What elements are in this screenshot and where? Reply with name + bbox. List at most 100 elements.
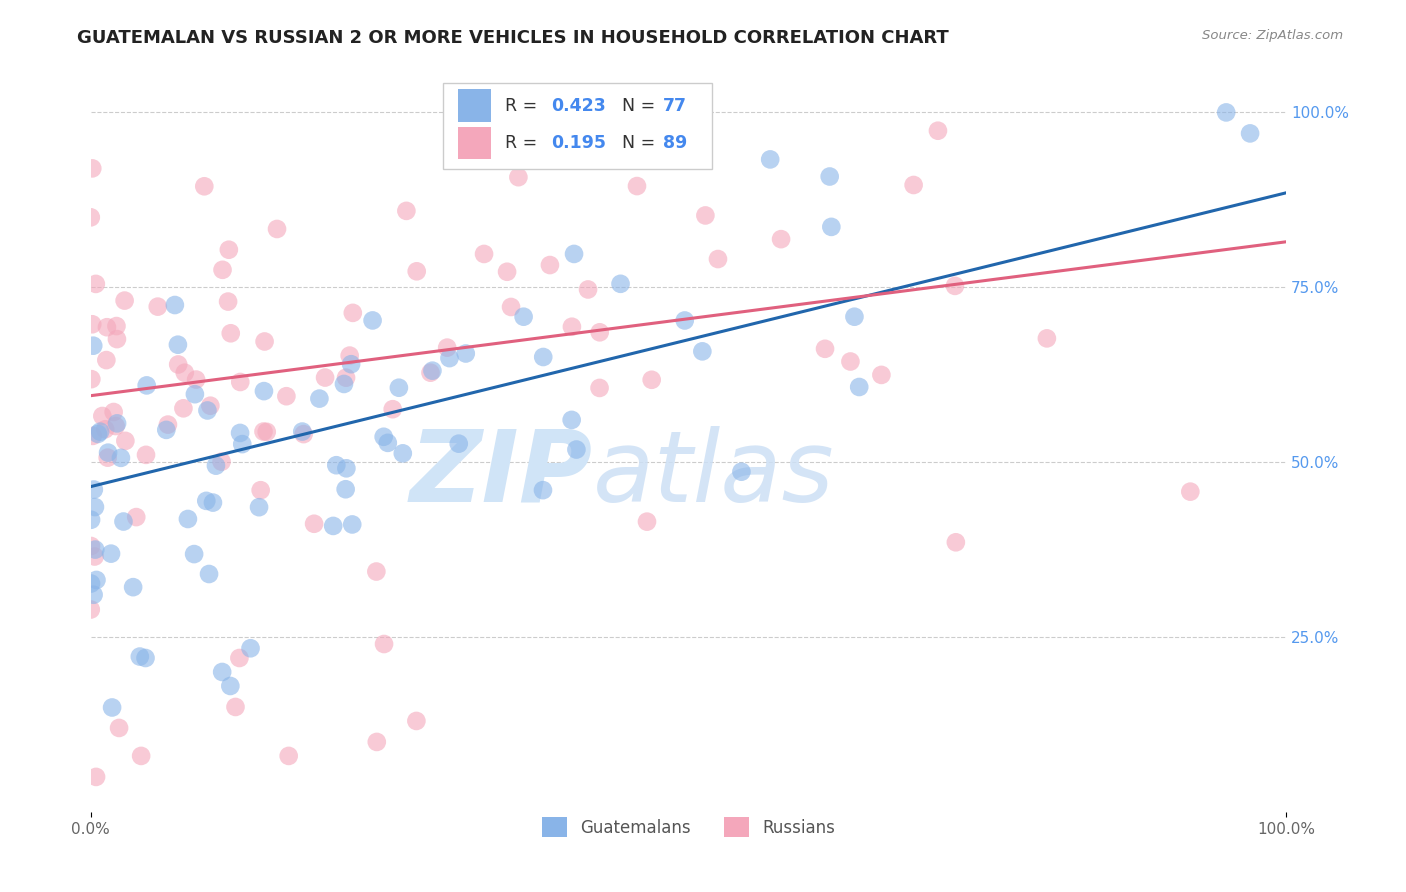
Point bbox=[163, 298, 186, 312]
Point bbox=[565, 442, 588, 457]
Point bbox=[217, 294, 239, 309]
Point bbox=[903, 178, 925, 192]
Point bbox=[1239, 127, 1261, 141]
Point bbox=[228, 651, 250, 665]
Point bbox=[82, 429, 104, 443]
Point bbox=[314, 370, 336, 384]
Point bbox=[195, 494, 218, 508]
Point bbox=[135, 378, 157, 392]
Point bbox=[104, 419, 127, 434]
Point bbox=[247, 500, 270, 515]
Point bbox=[395, 203, 418, 218]
Bar bbox=[457, 89, 491, 121]
Point bbox=[302, 516, 325, 531]
Legend: Guatemalans, Russians: Guatemalans, Russians bbox=[534, 810, 842, 844]
Point bbox=[335, 370, 357, 384]
Point bbox=[308, 392, 330, 406]
Point bbox=[839, 354, 862, 368]
Point bbox=[249, 483, 271, 498]
Point bbox=[83, 483, 105, 497]
Point bbox=[405, 264, 427, 278]
Point bbox=[377, 435, 399, 450]
Point bbox=[707, 252, 730, 266]
Point bbox=[422, 364, 444, 378]
Point bbox=[538, 258, 561, 272]
Point bbox=[266, 222, 288, 236]
Point bbox=[122, 580, 145, 594]
Point bbox=[277, 748, 299, 763]
Point bbox=[97, 450, 120, 465]
Point bbox=[531, 483, 554, 497]
Point bbox=[844, 310, 866, 324]
Point bbox=[508, 170, 530, 185]
Point bbox=[197, 403, 219, 417]
Point bbox=[219, 326, 242, 341]
Point bbox=[84, 277, 107, 291]
Point bbox=[335, 482, 357, 496]
FancyBboxPatch shape bbox=[443, 83, 713, 169]
Point bbox=[97, 445, 120, 459]
Point bbox=[636, 515, 658, 529]
Point bbox=[339, 349, 361, 363]
Point bbox=[134, 651, 156, 665]
Point bbox=[211, 455, 233, 469]
Point bbox=[156, 417, 179, 432]
Point bbox=[129, 748, 152, 763]
Point bbox=[224, 700, 246, 714]
Point bbox=[183, 547, 205, 561]
Point bbox=[86, 573, 108, 587]
Point bbox=[373, 637, 395, 651]
Point bbox=[848, 380, 870, 394]
Point bbox=[205, 458, 228, 473]
Point bbox=[870, 368, 893, 382]
Point bbox=[173, 366, 195, 380]
Point bbox=[561, 413, 583, 427]
Point bbox=[252, 425, 274, 439]
Point bbox=[381, 402, 404, 417]
Point bbox=[84, 542, 107, 557]
Point bbox=[589, 326, 612, 340]
Point bbox=[155, 423, 177, 437]
Point bbox=[405, 714, 427, 728]
Point bbox=[361, 313, 384, 327]
Point bbox=[820, 219, 842, 234]
Point bbox=[366, 735, 388, 749]
Point bbox=[496, 265, 519, 279]
Point bbox=[82, 161, 104, 176]
Text: N =: N = bbox=[610, 97, 661, 115]
Point bbox=[231, 437, 253, 451]
Point bbox=[419, 366, 441, 380]
Point bbox=[342, 517, 364, 532]
Point bbox=[218, 243, 240, 257]
Point bbox=[80, 602, 103, 616]
Point bbox=[110, 450, 132, 465]
Point bbox=[200, 399, 222, 413]
Point bbox=[1036, 331, 1059, 345]
Point bbox=[512, 310, 534, 324]
Point bbox=[91, 409, 114, 423]
Point bbox=[695, 209, 717, 223]
Point bbox=[292, 427, 315, 442]
Point bbox=[1180, 484, 1202, 499]
Point bbox=[333, 376, 356, 391]
Point bbox=[588, 381, 610, 395]
Point bbox=[80, 539, 103, 553]
Point bbox=[770, 232, 793, 246]
Point bbox=[100, 547, 122, 561]
Point bbox=[927, 124, 949, 138]
Point bbox=[759, 153, 782, 167]
Point bbox=[80, 576, 103, 591]
Point bbox=[439, 351, 461, 365]
Point bbox=[89, 425, 111, 439]
Point bbox=[112, 515, 135, 529]
Point bbox=[84, 500, 107, 514]
Point bbox=[335, 461, 357, 475]
Point bbox=[82, 318, 104, 332]
Point bbox=[146, 300, 169, 314]
Point bbox=[291, 425, 314, 439]
Point bbox=[184, 373, 207, 387]
Point bbox=[391, 446, 413, 460]
Point bbox=[576, 283, 599, 297]
Point bbox=[219, 679, 242, 693]
Point bbox=[447, 436, 470, 450]
